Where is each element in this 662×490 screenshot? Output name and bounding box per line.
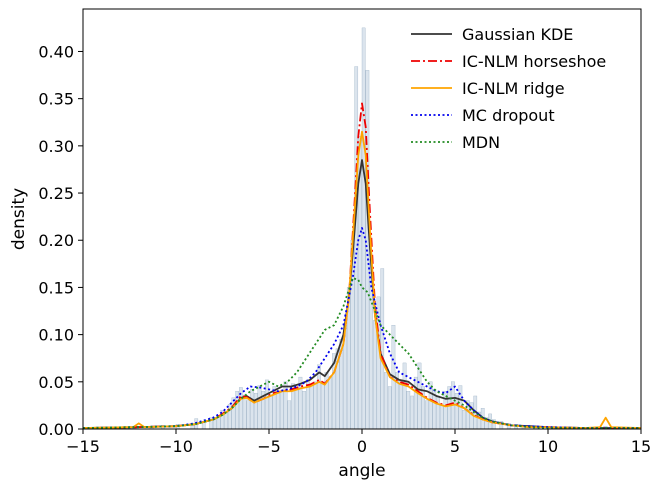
histogram-bar <box>313 381 318 430</box>
x-axis-ticks: −15 −10 −5 0 5 10 15 <box>66 429 651 456</box>
y-tick-label: 0.35 <box>38 90 74 109</box>
histogram-bar <box>320 381 325 430</box>
x-tick-label: −10 <box>159 437 193 456</box>
y-tick-label: 0.20 <box>38 231 74 250</box>
histogram-bar <box>309 385 314 430</box>
histogram-bar <box>276 392 280 430</box>
x-tick-label: 15 <box>631 437 651 456</box>
y-axis-label: density <box>9 188 29 250</box>
y-tick-label: 0.40 <box>38 42 74 61</box>
histogram-bar <box>447 386 452 430</box>
histogram-bar <box>384 372 388 430</box>
x-tick-label: 5 <box>450 437 460 456</box>
histogram-bar <box>439 405 444 430</box>
histogram-bar <box>399 381 403 430</box>
y-tick-label: 0.25 <box>38 184 74 203</box>
histogram-bar <box>246 400 251 430</box>
histogram-bar <box>287 400 292 430</box>
histogram-bar <box>265 379 269 430</box>
histogram-bar <box>257 385 262 430</box>
histogram-bar <box>250 389 254 430</box>
histogram-bar <box>413 376 418 430</box>
histogram-bar <box>302 391 306 430</box>
legend-label: IC-NLM horseshoe <box>462 52 606 71</box>
histogram-bar <box>328 376 332 430</box>
legend: Gaussian KDE IC-NLM horseshoe IC-NLM ridge… <box>411 25 606 152</box>
legend-label: MDN <box>462 133 500 152</box>
series-line <box>82 102 641 429</box>
histogram-bar <box>425 400 429 430</box>
histogram-bar <box>402 362 407 430</box>
histogram-bar <box>242 394 247 430</box>
x-tick-label: −5 <box>257 437 281 456</box>
histogram-bar <box>462 409 466 430</box>
series-lines <box>82 102 642 429</box>
x-tick-label: 0 <box>357 437 367 456</box>
histogram-bar <box>410 395 414 430</box>
histogram-bar <box>373 320 377 430</box>
histogram-bar <box>406 391 411 430</box>
legend-label: IC-NLM ridge <box>462 79 565 98</box>
histogram-bar <box>387 386 392 430</box>
series-line <box>82 277 641 429</box>
histogram-bar <box>380 268 385 430</box>
legend-label: Gaussian KDE <box>462 25 573 44</box>
y-axis-ticks: 0.00 0.05 0.10 0.15 0.20 0.25 0.30 0.35 0.40 <box>38 42 83 439</box>
histogram-bar <box>268 395 273 430</box>
histogram-bar <box>224 411 228 430</box>
y-tick-label: 0.05 <box>38 373 74 392</box>
histogram-bar <box>213 419 217 430</box>
x-axis-label: angle <box>338 461 385 481</box>
legend-label: MC dropout <box>462 106 555 125</box>
histogram-bar <box>280 391 284 430</box>
x-tick-label: 10 <box>538 437 558 456</box>
histogram-bar <box>421 386 425 430</box>
y-tick-label: 0.30 <box>38 137 74 156</box>
y-tick-label: 0.15 <box>38 278 74 297</box>
histogram-bar <box>294 389 299 430</box>
histogram-bar <box>354 66 359 430</box>
histogram-bar <box>436 395 440 430</box>
x-tick-label: −15 <box>66 437 100 456</box>
y-tick-label: 0.00 <box>38 420 74 439</box>
y-tick-label: 0.10 <box>38 326 74 345</box>
